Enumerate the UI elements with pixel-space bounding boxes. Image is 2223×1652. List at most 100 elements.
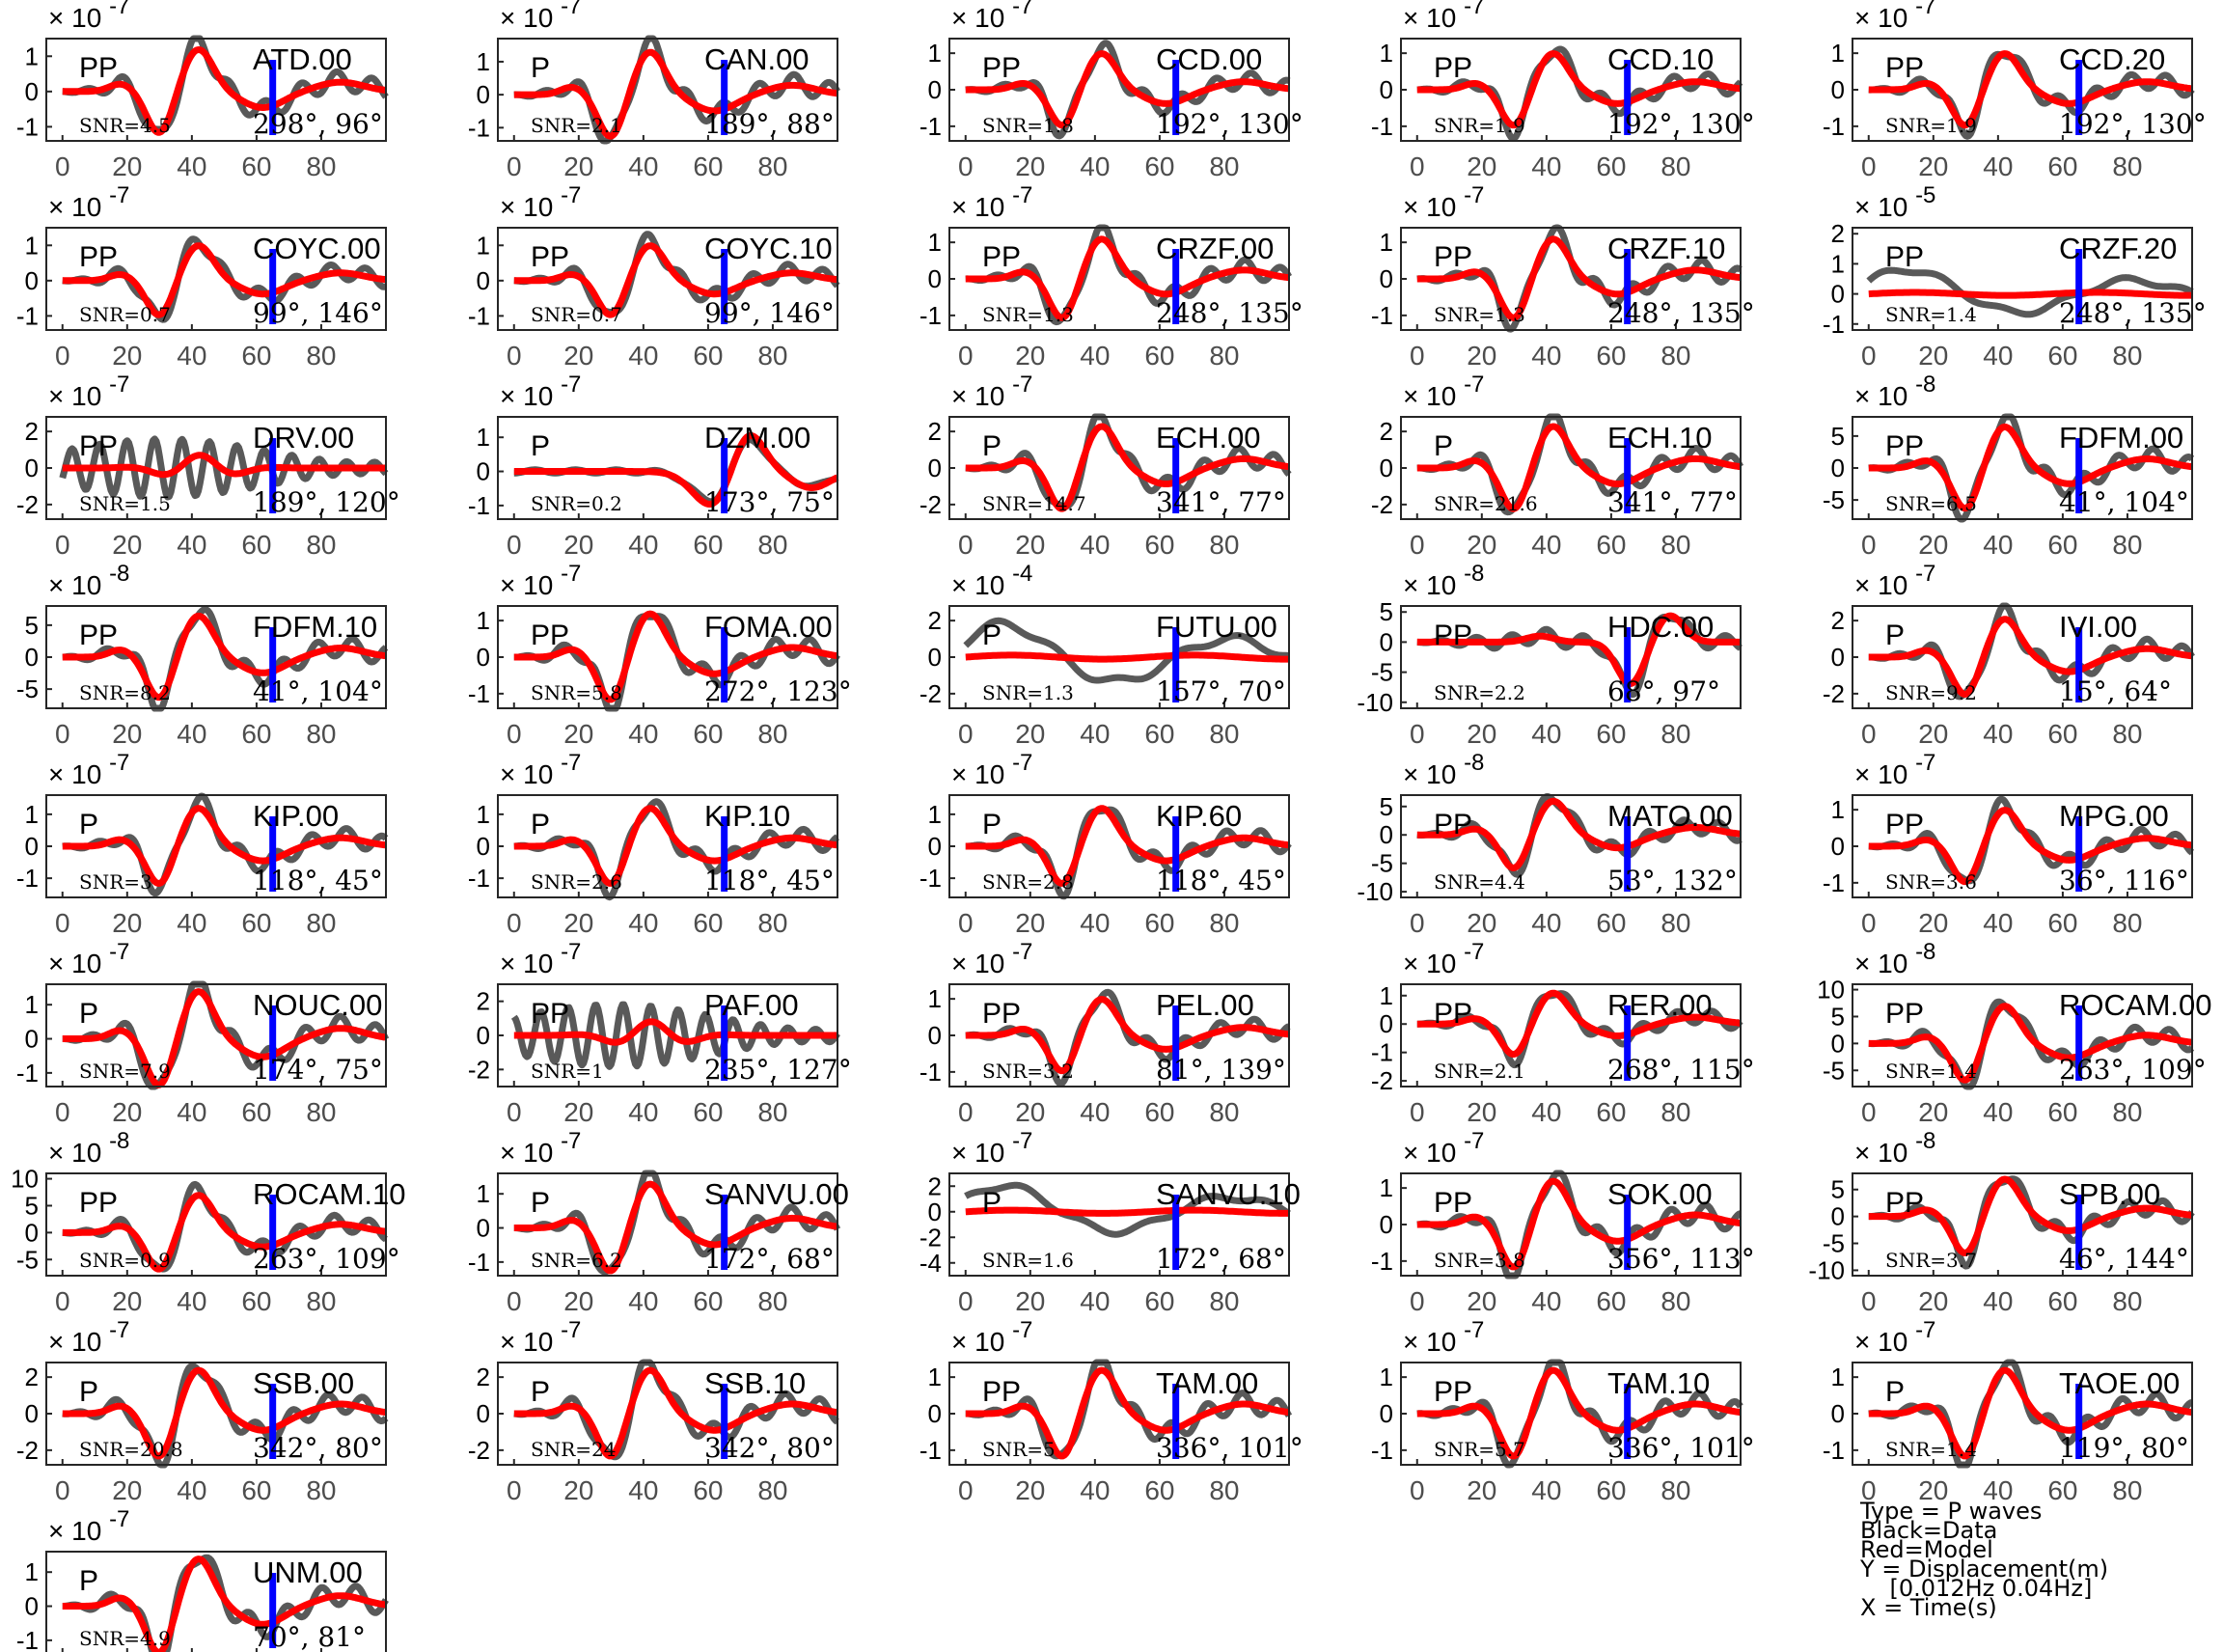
y-tick-label: -1 xyxy=(468,864,490,893)
data-trace xyxy=(59,435,389,501)
axis-exponent: × 10 -7 xyxy=(1403,1128,1484,1168)
x-tick-label: 60 xyxy=(693,1097,723,1127)
snr-label: SNR=21.6 xyxy=(1434,492,1538,515)
snr-label: SNR=6.2 xyxy=(531,1249,622,1272)
axes-box xyxy=(45,1362,387,1466)
model-trace xyxy=(511,242,839,318)
y-tick-label: 0 xyxy=(477,832,490,861)
snr-label: SNR=0.7 xyxy=(79,303,171,326)
x-tick-label: 20 xyxy=(1918,341,1948,371)
axis-exponent: × 10 -7 xyxy=(1854,750,1935,789)
station-label: MPG.00 xyxy=(2059,799,2169,833)
axes-box xyxy=(45,38,387,142)
axis-exponent: × 10 -7 xyxy=(48,182,129,222)
data-trace xyxy=(1414,224,1743,333)
y-tick-label: -1 xyxy=(1823,868,1845,897)
snr-label: SNR=4.9 xyxy=(79,1627,171,1650)
y-tick-label: 0 xyxy=(477,1399,490,1428)
x-tick-label: 60 xyxy=(1144,530,1174,560)
angle-label: 298°, 96° xyxy=(253,108,383,140)
x-tick-label: 60 xyxy=(693,908,723,938)
phase-label: P xyxy=(79,998,98,1030)
angle-label: 263°, 109° xyxy=(2059,1054,2207,1086)
x-tick-label: 20 xyxy=(563,719,593,749)
angle-label: 41°, 104° xyxy=(2059,486,2189,518)
phase-label: P xyxy=(531,1376,550,1408)
x-tick-label: 0 xyxy=(507,1097,522,1127)
x-tick-label: 40 xyxy=(1080,719,1110,749)
x-tick-label: 20 xyxy=(1467,719,1496,749)
x-tick-label: 40 xyxy=(1983,1097,2013,1127)
x-tick-label: 60 xyxy=(2047,151,2077,181)
angle-label: 248°, 135° xyxy=(1607,297,1755,329)
snr-label: SNR=4.5 xyxy=(79,114,171,137)
model-trace xyxy=(1414,1366,1743,1460)
angle-label: 172°, 68° xyxy=(1156,1243,1286,1275)
y-tick-label: 1 xyxy=(477,606,490,635)
snr-label: SNR=1.9 xyxy=(1434,114,1525,137)
y-tick-label: 5 xyxy=(1831,1175,1845,1204)
model-trace xyxy=(1866,1003,2194,1084)
phase-label: P xyxy=(531,1187,550,1219)
y-tick-label: 0 xyxy=(1831,280,1845,309)
legend-y: Y = Displacement(m) xyxy=(1860,1556,2109,1583)
station-label: SPB.00 xyxy=(2059,1177,2160,1211)
y-tick-label: 0 xyxy=(1831,75,1845,104)
phase-label: PP xyxy=(982,241,1021,273)
station-label: FDFM.00 xyxy=(2059,421,2183,454)
angle-label: 192°, 130° xyxy=(1607,108,1755,140)
phase-label: PP xyxy=(1434,809,1472,840)
x-tick-label: 0 xyxy=(958,1286,974,1316)
panel-sanvu-00: 1 0 -1 0 20 40 60 80 × 10 -7 P SANVU.00 SNR=6.2 172°… xyxy=(468,1128,849,1316)
model-trace xyxy=(511,805,839,887)
snr-label: SNR=1.4 xyxy=(1885,1060,1977,1083)
station-label: HDC.00 xyxy=(1607,610,1714,644)
angle-label: 174°, 75° xyxy=(253,1054,383,1086)
y-tick-label: 0 xyxy=(25,454,39,482)
model-trace xyxy=(511,1180,839,1275)
axes-box xyxy=(497,1362,838,1466)
snr-label: SNR=2.1 xyxy=(531,114,622,137)
x-tick-label: 80 xyxy=(1209,1097,1239,1127)
y-tick-label: -1 xyxy=(468,679,490,708)
y-tick-label: 5 xyxy=(1831,1002,1845,1031)
x-tick-label: 0 xyxy=(1410,908,1425,938)
y-tick-label: 0 xyxy=(1831,832,1845,861)
model-trace xyxy=(1414,50,1743,129)
axes-box xyxy=(45,1172,387,1277)
phase-label: P xyxy=(531,430,550,462)
x-tick-label: 40 xyxy=(1080,1475,1110,1505)
y-tick-label: 0 xyxy=(1380,454,1393,482)
y-tick-label: 0 xyxy=(1380,820,1393,849)
station-label: UNM.00 xyxy=(253,1556,363,1589)
phase-label: PP xyxy=(1434,1187,1472,1219)
angle-label: 342°, 80° xyxy=(253,1432,383,1464)
y-tick-label: 0 xyxy=(25,77,39,106)
station-label: DRV.00 xyxy=(253,421,354,454)
model-trace xyxy=(60,1192,388,1273)
y-tick-label: -4 xyxy=(919,1249,942,1278)
axis-exponent: × 10 -7 xyxy=(500,939,581,978)
station-label: CCD.10 xyxy=(1607,42,1714,76)
angle-label: 157°, 70° xyxy=(1156,675,1286,707)
x-tick-label: 20 xyxy=(1918,1475,1948,1505)
y-tick-label: 0 xyxy=(477,1214,490,1243)
y-tick-label: 1 xyxy=(25,231,39,260)
panel-dzm-00: 1 0 -1 0 20 40 60 80 × 10 -7 P DZM.00 SNR=0.2 173°, … xyxy=(468,372,839,560)
x-tick-label: 60 xyxy=(1144,908,1174,938)
x-tick-label: 80 xyxy=(1660,1097,1690,1127)
x-tick-label: 60 xyxy=(1596,1286,1626,1316)
axis-exponent: × 10 -7 xyxy=(1403,372,1484,411)
model-trace xyxy=(963,423,1291,512)
y-tick-label: -1 xyxy=(16,112,39,141)
angle-label: 336°, 101° xyxy=(1156,1432,1304,1464)
y-tick-label: -1 xyxy=(1823,1436,1845,1465)
x-tick-label: 0 xyxy=(55,341,70,371)
panel-kip-10: 1 0 -1 0 20 40 60 80 × 10 -7 P KIP.10 SNR=2.6 118°, … xyxy=(468,750,839,938)
y-tick-label: -2 xyxy=(16,1436,39,1465)
model-trace xyxy=(963,805,1291,887)
x-tick-label: 80 xyxy=(2112,1286,2142,1316)
snr-label: SNR=7.9 xyxy=(79,1060,171,1083)
